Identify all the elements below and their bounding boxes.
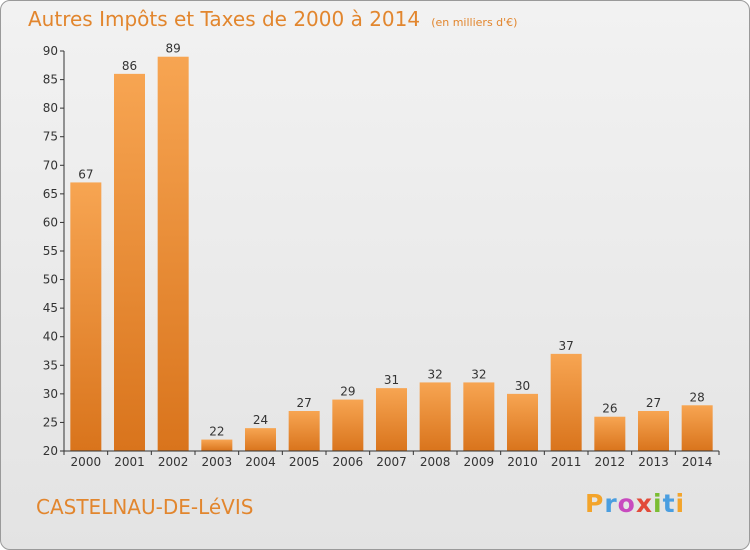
y-tick-label: 80 — [43, 101, 58, 115]
x-tick-label: 2007 — [376, 455, 407, 469]
y-tick-label: 30 — [43, 387, 58, 401]
x-tick-label: 2001 — [114, 455, 145, 469]
x-tick-label: 2006 — [333, 455, 364, 469]
value-label: 24 — [253, 413, 268, 427]
logo-letter: t — [662, 489, 676, 518]
value-label: 22 — [209, 425, 224, 439]
value-label: 29 — [340, 385, 355, 399]
y-tick-label: 85 — [43, 73, 58, 87]
x-tick-label: 2004 — [245, 455, 276, 469]
chart-title-block: Autres Impôts et Taxes de 2000 à 2014 (e… — [28, 7, 517, 31]
bar — [638, 411, 669, 451]
bar — [114, 73, 145, 451]
bar — [594, 416, 626, 451]
bar — [376, 388, 407, 451]
bar — [70, 182, 102, 451]
value-label: 32 — [471, 367, 486, 381]
y-tick-label: 75 — [43, 130, 58, 144]
y-tick-label: 60 — [43, 215, 58, 229]
x-tick-label: 2012 — [595, 455, 626, 469]
x-tick-label: 2003 — [202, 455, 233, 469]
x-tick-label: 2011 — [551, 455, 582, 469]
value-label: 30 — [515, 379, 530, 393]
y-tick-label: 55 — [43, 244, 58, 258]
commune-name: CASTELNAU-DE-LéVIS — [36, 495, 254, 519]
y-tick-label: 40 — [43, 330, 58, 344]
proxiti-logo: Proxiti — [585, 489, 685, 518]
logo-letter: o — [617, 489, 636, 518]
value-label: 89 — [166, 42, 181, 56]
logo-letter: i — [653, 489, 663, 518]
y-tick-label: 20 — [43, 444, 58, 458]
value-label: 28 — [690, 390, 705, 404]
x-tick-label: 2005 — [289, 455, 320, 469]
value-label: 86 — [122, 59, 137, 73]
chart-unit-label: (en milliers d'€) — [431, 16, 518, 29]
chart-title: Autres Impôts et Taxes de 2000 à 2014 — [28, 7, 421, 31]
bar — [419, 382, 451, 451]
logo-letter: i — [675, 489, 686, 518]
bar — [288, 411, 320, 451]
y-tick-label: 70 — [43, 158, 58, 172]
x-tick-label: 2000 — [71, 455, 102, 469]
logo-letter: x — [635, 489, 653, 518]
y-tick-label: 35 — [43, 358, 58, 372]
x-tick-label: 2014 — [682, 455, 713, 469]
bar — [507, 393, 538, 451]
value-label: 37 — [559, 339, 574, 353]
bar — [332, 399, 364, 451]
bar — [201, 439, 233, 451]
y-tick-label: 45 — [43, 301, 58, 315]
bar — [550, 353, 582, 451]
x-tick-label: 2013 — [638, 455, 669, 469]
bar — [463, 382, 495, 451]
bar — [681, 405, 713, 451]
value-label: 26 — [602, 402, 617, 416]
x-tick-label: 2010 — [507, 455, 538, 469]
bar — [245, 428, 276, 451]
value-label: 32 — [428, 367, 443, 381]
value-label: 67 — [78, 167, 93, 181]
value-label: 31 — [384, 373, 399, 387]
logo-letter: P — [585, 489, 605, 518]
y-tick-label: 50 — [43, 273, 58, 287]
bar — [157, 56, 189, 451]
x-tick-label: 2009 — [464, 455, 495, 469]
y-tick-label: 65 — [43, 187, 58, 201]
x-tick-label: 2008 — [420, 455, 451, 469]
x-tick-label: 2002 — [158, 455, 189, 469]
value-label: 27 — [646, 396, 661, 410]
logo-letter: r — [604, 489, 618, 518]
y-tick-label: 25 — [43, 415, 58, 429]
value-label: 27 — [297, 396, 312, 410]
y-tick-label: 90 — [43, 44, 58, 58]
